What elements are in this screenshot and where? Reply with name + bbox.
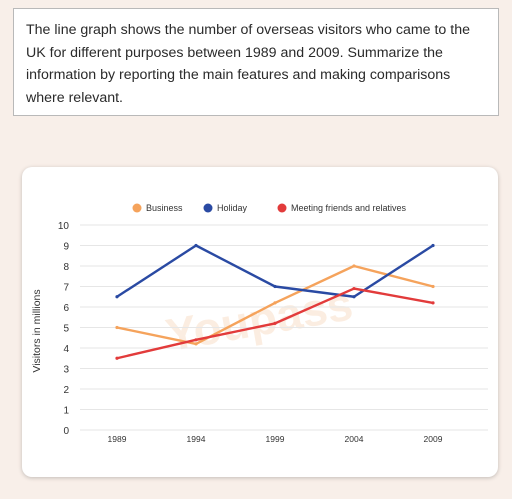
y-tick-label: 4	[63, 344, 69, 355]
data-point	[273, 301, 277, 305]
question-prompt-box: The line graph shows the number of overs…	[13, 8, 499, 116]
grid	[80, 224, 488, 431]
y-tick-label: 3	[63, 365, 69, 376]
line-chart: Youpass 0 1 2 3 4 5 6 7 8 9 10 1989 1994 1999 2004 200…	[31, 203, 488, 444]
data-point	[273, 321, 277, 325]
data-point	[194, 338, 198, 342]
y-tick-label: 10	[58, 221, 70, 232]
y-tick-label: 7	[63, 283, 69, 294]
y-axis-ticks: 0 1 2 3 4 5 6 7 8 9 10	[58, 221, 70, 437]
series-lines	[115, 243, 435, 360]
y-tick-label: 2	[63, 385, 69, 396]
data-point	[352, 286, 356, 291]
x-axis-ticks: 1989 1994 1999 2004 2009	[108, 434, 443, 444]
data-point	[115, 325, 119, 330]
legend-label: Holiday	[217, 203, 248, 213]
y-tick-label: 6	[63, 303, 69, 314]
legend: Business Holiday Meeting friends and relat…	[132, 203, 407, 213]
x-tick-label: 1989	[108, 434, 127, 444]
data-point	[431, 243, 435, 248]
data-point	[431, 301, 435, 305]
legend-marker	[277, 203, 287, 213]
data-point	[115, 356, 119, 360]
x-tick-label: 2004	[345, 434, 364, 444]
y-tick-label: 9	[63, 242, 69, 253]
data-point	[194, 342, 198, 346]
data-point	[352, 264, 356, 268]
x-tick-label: 1999	[266, 434, 285, 444]
y-tick-label: 8	[63, 262, 69, 273]
legend-label: Meeting friends and relatives	[291, 203, 407, 213]
y-tick-label: 1	[63, 406, 69, 417]
legend-marker	[203, 203, 213, 213]
x-tick-label: 2009	[424, 434, 443, 444]
data-point	[273, 284, 277, 289]
watermark: Youpass	[162, 277, 356, 361]
data-point	[115, 295, 119, 299]
data-point	[352, 295, 356, 299]
y-tick-label: 0	[63, 426, 69, 437]
y-tick-label: 5	[63, 324, 69, 335]
watermark-text: Youpass	[162, 277, 356, 361]
legend-label: Business	[146, 203, 183, 213]
chart-card: Youpass 0 1 2 3 4 5 6 7 8 9 10 1989 1994 1999 2004 200…	[22, 167, 498, 477]
data-point	[194, 243, 198, 248]
y-axis-title: Visitors in millions	[31, 289, 43, 372]
question-prompt-text: The line graph shows the number of overs…	[26, 22, 470, 106]
legend-marker	[132, 203, 142, 213]
data-point	[431, 284, 435, 289]
x-tick-label: 1994	[187, 434, 206, 444]
